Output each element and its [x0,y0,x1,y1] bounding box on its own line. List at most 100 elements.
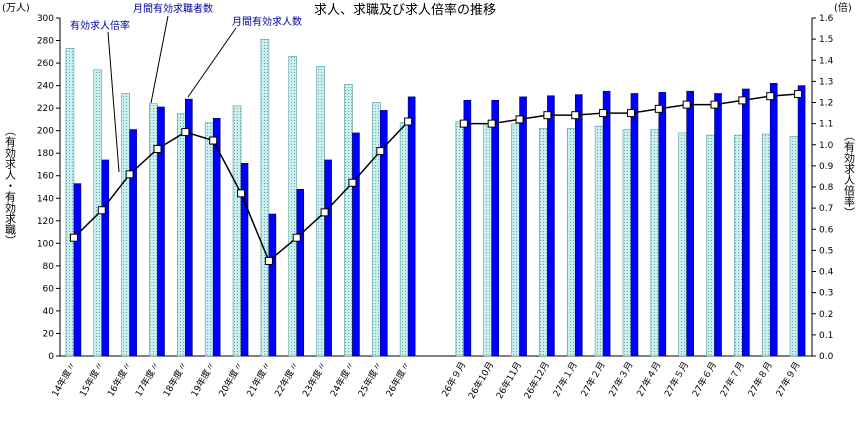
bar [463,99,472,357]
x-tick-label: 26年９月 [439,360,469,399]
bar [352,132,360,357]
y-tick-label: 280 [37,37,54,47]
x-tick-label: 27年６月 [689,360,719,399]
point [181,128,190,137]
bar [157,106,165,357]
bar [149,103,158,357]
x-tick-label: 19年度〃 [188,360,218,399]
x-tick-label: 26年10月 [465,360,496,401]
point [599,109,608,118]
point [348,178,357,187]
bar [789,136,799,357]
x-tick-label: 27年４月 [634,360,664,399]
point [237,189,246,198]
leader-line [187,27,237,98]
x-tick-label: 21年度〃 [244,360,274,399]
bar [399,122,409,357]
point [153,144,162,153]
point [264,256,273,265]
bar [344,84,353,357]
y-tick-label: 220 [37,104,54,114]
bar [491,99,500,357]
x-tick-label: 22年度〃 [272,360,302,399]
y2-tick-label: 1.0 [819,141,834,151]
x-tick-label: 27年３月 [606,360,636,399]
bar [769,83,778,357]
bar [594,125,604,357]
bar [185,98,193,357]
y-unit: (万人) [2,2,30,14]
y-tick-label: 0 [48,352,54,362]
y2-tick-label: 0.8 [819,183,834,193]
y-tick-label: 80 [43,262,55,272]
point [69,233,78,242]
bar [650,129,660,357]
y2-tick-label: 0.7 [819,204,833,214]
point [682,100,691,109]
point [320,208,329,217]
bar [407,96,416,357]
bar [73,183,82,357]
y2-tick-label: 1.1 [819,120,833,130]
bar [288,56,298,357]
y2-tick-label: 0.0 [819,352,834,362]
bar [678,132,687,357]
x-tick-label: 24年度〃 [327,360,357,399]
y-tick-label: 20 [43,329,55,339]
annotation: 有効求人倍率 [70,19,130,32]
y-tick-label: 160 [37,172,54,182]
point [459,119,468,128]
bar [622,129,632,357]
x-tick-label: 27年２月 [578,360,608,399]
bar [177,113,186,357]
bar [65,48,75,357]
bar [101,159,110,357]
point [487,119,496,128]
x-tick-label: 27年９月 [773,360,803,399]
y-tick-label: 40 [43,307,55,317]
bar [566,128,576,357]
bar [742,88,750,357]
bar [602,90,611,357]
y2-tick-label: 0.9 [819,162,834,172]
x-tick-label: 23年度〃 [300,360,330,399]
bar [761,133,771,357]
point [97,206,106,215]
bar [212,117,221,357]
point [710,100,719,109]
x-tick-label: 16年度〃 [105,360,135,399]
point [794,90,803,99]
bar [324,159,332,357]
x-tick-label: 26年11月 [493,360,524,401]
x-tick-label: 25年度〃 [355,360,385,399]
y2-tick-label: 0.5 [819,246,833,256]
bar [129,129,137,357]
bar [511,123,520,357]
x-tick-label: 27年７月 [717,360,747,399]
bar [232,105,242,357]
y-tick-label: 60 [43,284,55,294]
y2-tick-label: 0.3 [819,289,833,299]
point [376,147,385,156]
y2-tick-label: 1.6 [819,14,834,24]
point [209,136,218,145]
point [766,92,775,101]
bar [268,213,277,357]
y2-tick-label: 1.5 [819,35,833,45]
bar [658,92,667,357]
y-tick-label: 180 [37,149,54,159]
bar [204,122,214,357]
bar [519,96,527,357]
bar [379,110,388,357]
bar [539,128,548,357]
x-tick-label: 27年５月 [662,360,692,399]
y2-tick-label: 1.4 [819,56,834,66]
x-tick-label: 27年１月 [550,360,580,399]
leader-line [150,15,169,104]
x-tick-label: 26年度〃 [383,360,413,399]
chart-title: 求人、求職及び求人倍率の推移 [314,2,496,18]
leader-line [107,31,120,173]
annotation: 月間有効求人数 [232,15,302,28]
point [125,170,134,179]
